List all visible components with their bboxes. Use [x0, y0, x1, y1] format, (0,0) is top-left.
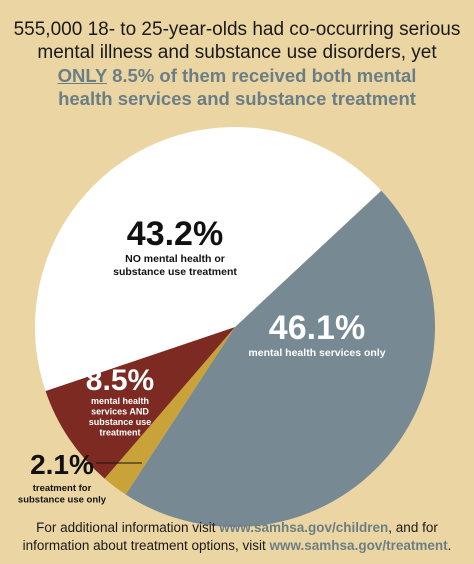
both-label-line-1: mental health [91, 396, 149, 406]
headline-emphasis: ONLY [57, 65, 107, 86]
headline-line-4: health services and substance treatment [58, 88, 416, 109]
children-link[interactable]: www.samhsa.gov/children [219, 520, 389, 535]
slice-no-treatment [35, 127, 382, 392]
mental-only-label-line-1: mental health services only [248, 347, 385, 359]
footer-line-2: information about treatment options, vis… [0, 537, 474, 555]
both-label-line-3: substance use [89, 417, 152, 427]
mental-only-value: 46.1% [269, 309, 365, 347]
both-value: 8.5% [86, 364, 154, 397]
substance-only-label-line-2: substance use only [18, 495, 107, 506]
no-treatment-label-line-1: NO mental health or [125, 253, 225, 265]
headline-line-3-rest: 8.5% of them received both mental [106, 65, 417, 86]
substance-only-value: 2.1% [30, 449, 94, 480]
headline: 555,000 18- to 25-year-olds had co-occur… [0, 18, 474, 110]
slice-substance-only [104, 327, 235, 495]
footer-line-1: For additional information visit www.sam… [0, 519, 474, 537]
footer-text-4: . [447, 538, 452, 553]
slice-mental-health-only [125, 190, 435, 527]
footer-text-1: For additional information visit [36, 520, 220, 535]
footer-text-3: information about treatment options, vis… [22, 538, 270, 553]
slice-both [45, 327, 235, 479]
pie-slices [35, 127, 435, 527]
substance-only-label-line-1: treatment for [33, 483, 92, 494]
footer: For additional information visit www.sam… [0, 519, 474, 555]
headline-line-3: ONLY 8.5% of them received both mental [0, 64, 474, 87]
no-treatment-value: 43.2% [127, 215, 223, 253]
both-label-line-4: treatment [99, 428, 140, 438]
treatment-link[interactable]: www.samhsa.gov/treatment [269, 538, 448, 553]
footer-text-2: , and for [388, 520, 438, 535]
both-label-line-2: services AND [91, 407, 149, 417]
headline-line-2: mental illness and substance use disorde… [37, 42, 437, 63]
no-treatment-label-line-2: substance use treatment [113, 266, 237, 278]
headline-line-1: 555,000 18- to 25-year-olds had co-occur… [13, 19, 461, 40]
